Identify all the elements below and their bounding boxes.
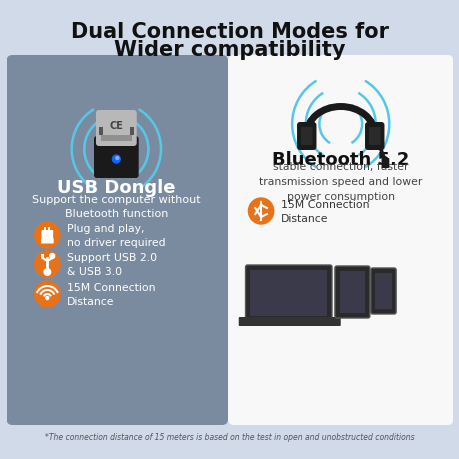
Text: Support USB 2.0
& USB 3.0: Support USB 2.0 & USB 3.0	[67, 252, 157, 276]
Circle shape	[248, 199, 273, 224]
FancyBboxPatch shape	[41, 239, 54, 244]
FancyBboxPatch shape	[364, 123, 384, 151]
FancyBboxPatch shape	[6, 56, 228, 425]
FancyBboxPatch shape	[94, 137, 138, 179]
Circle shape	[35, 223, 60, 248]
FancyBboxPatch shape	[370, 269, 395, 314]
Text: 15M Connection
Distance: 15M Connection Distance	[280, 200, 368, 224]
FancyBboxPatch shape	[245, 265, 331, 321]
Text: Support the computer without
Bluetooth function: Support the computer without Bluetooth f…	[32, 194, 200, 219]
Text: 15M Connection
Distance: 15M Connection Distance	[67, 282, 155, 306]
FancyBboxPatch shape	[99, 128, 102, 136]
FancyBboxPatch shape	[250, 270, 326, 316]
FancyBboxPatch shape	[297, 123, 316, 151]
Text: Bluetooth 5.2: Bluetooth 5.2	[271, 151, 409, 168]
FancyBboxPatch shape	[41, 230, 53, 241]
FancyBboxPatch shape	[381, 159, 388, 168]
Circle shape	[112, 156, 120, 164]
FancyBboxPatch shape	[238, 317, 340, 326]
FancyBboxPatch shape	[129, 128, 134, 136]
Circle shape	[35, 252, 60, 277]
Circle shape	[35, 281, 60, 308]
FancyBboxPatch shape	[48, 228, 50, 231]
Text: *The connection distance of 15 meters is based on the test in open and unobstruc: *The connection distance of 15 meters is…	[45, 432, 414, 442]
FancyBboxPatch shape	[300, 128, 312, 146]
FancyBboxPatch shape	[101, 136, 132, 142]
FancyBboxPatch shape	[368, 128, 380, 146]
Circle shape	[116, 157, 118, 160]
FancyBboxPatch shape	[339, 271, 364, 313]
Text: Plug and play,
no driver required: Plug and play, no driver required	[67, 224, 165, 247]
Text: CE: CE	[109, 121, 123, 131]
Text: USB Dongle: USB Dongle	[57, 179, 175, 196]
Circle shape	[50, 254, 55, 259]
FancyBboxPatch shape	[228, 56, 453, 425]
FancyBboxPatch shape	[45, 228, 46, 231]
FancyBboxPatch shape	[40, 254, 45, 258]
Circle shape	[45, 269, 50, 275]
Circle shape	[46, 297, 49, 300]
FancyBboxPatch shape	[96, 111, 136, 147]
Text: Wider compatibility: Wider compatibility	[114, 40, 345, 60]
FancyBboxPatch shape	[334, 266, 369, 318]
Text: stable connection, faster
transmission speed and lower
power consumption: stable connection, faster transmission s…	[258, 162, 421, 202]
Text: Dual Connection Modes for: Dual Connection Modes for	[71, 22, 388, 42]
FancyBboxPatch shape	[374, 274, 392, 309]
